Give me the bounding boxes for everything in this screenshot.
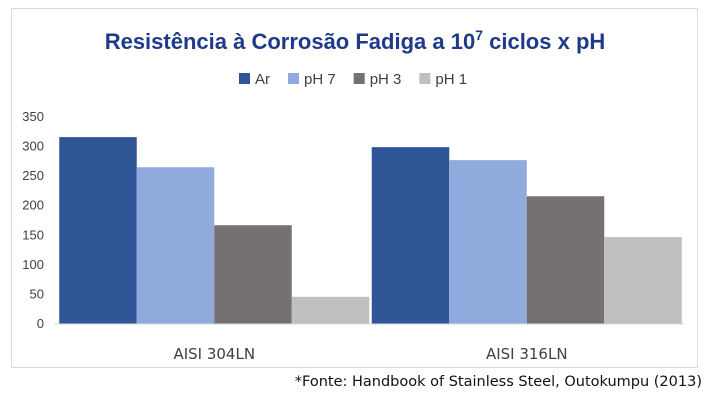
bar-chart: Resistência à Corrosão Fadiga a 107 cicl… <box>22 27 684 363</box>
y-tick-label: 200 <box>22 198 44 213</box>
y-axis: 0 50 100 150 200 250 300 350 <box>22 109 44 331</box>
chart-title-exponent: 7 <box>475 27 483 43</box>
legend-swatch <box>288 73 299 84</box>
y-tick-label: 250 <box>22 168 44 183</box>
bar-ar-1 <box>59 137 137 324</box>
y-tick-label: 50 <box>30 286 44 301</box>
x-category-label: AISI 316LN <box>486 345 568 363</box>
chart-title-suffix: ciclos x pH <box>483 29 605 54</box>
legend-swatch <box>353 73 365 84</box>
chart-title: Resistência à Corrosão Fadiga a 107 cicl… <box>105 27 606 54</box>
x-axis: AISI 304LN AISI 316LN <box>173 345 567 363</box>
bar-ph-1-1 <box>291 296 370 324</box>
chart-area: Resistência à Corrosão Fadiga a 107 cicl… <box>11 8 698 368</box>
bar-ph-3-2 <box>526 196 605 324</box>
bar-ph-7-2 <box>449 160 527 324</box>
source-note: *Fonte: Handbook of Stainless Steel, Out… <box>294 374 702 390</box>
y-tick-label: 350 <box>22 109 44 124</box>
bar-ph-7-1 <box>136 167 215 324</box>
legend-label: Ar <box>255 71 270 88</box>
y-tick-label: 150 <box>22 227 44 242</box>
legend-label: pH 7 <box>304 71 336 88</box>
y-tick-label: 0 <box>37 316 44 331</box>
bar-ph-3-1 <box>214 225 292 324</box>
legend-label: pH 1 <box>435 71 467 88</box>
bar-ar-2 <box>371 147 450 324</box>
bar-ph-1-2 <box>604 237 682 324</box>
legend-swatch <box>239 73 250 84</box>
x-category-label: AISI 304LN <box>173 345 255 363</box>
bars <box>59 137 682 324</box>
y-tick-label: 100 <box>22 257 44 272</box>
y-tick-label: 300 <box>22 139 44 154</box>
legend-swatch <box>419 73 431 84</box>
legend-label: pH 3 <box>370 71 402 88</box>
legend: Ar pH 7 pH 3 pH 1 <box>239 71 467 88</box>
